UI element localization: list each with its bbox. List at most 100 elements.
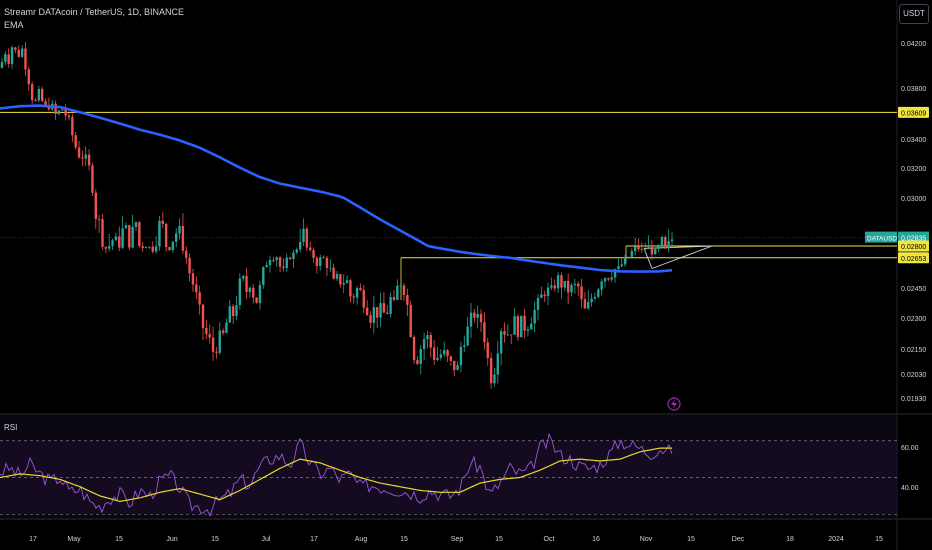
time-tick-label: Oct [544,536,555,543]
candle [124,222,128,229]
time-tick-label: Dec [732,536,745,543]
candle [262,266,265,289]
candle [553,279,556,292]
time-tick-label: 16 [592,536,600,543]
time-tick-label: May [67,536,81,543]
candle [365,300,369,317]
candle [161,211,164,228]
candle [664,235,667,250]
rsi-indicator-label[interactable]: RSI [4,423,18,432]
candle [252,284,255,304]
candle [312,247,315,263]
time-axis: 17 May 15 Jun 15 Jul 17 Aug 15 Sep 15 Oct 16 Nov 15 Dec… [29,536,883,543]
candle [402,283,406,301]
lightning-icon[interactable] [667,397,681,411]
candle [171,241,175,253]
candle [419,345,422,375]
candle [503,322,506,343]
candle [654,247,657,255]
candle [647,235,650,250]
candle [583,292,587,309]
ema-indicator-label[interactable]: EMA [4,20,24,30]
candle [489,352,493,389]
candle [426,330,429,349]
candle [158,215,161,251]
candle [386,305,389,315]
currency-button[interactable]: USDT [899,4,929,24]
candle [154,236,158,254]
price-tick-label: 0.02300 [901,316,926,323]
candle [54,100,57,120]
candle [590,293,593,307]
candle [459,341,463,373]
level-badge: 0.02653 [898,252,929,264]
price-tick-label: 0.04200 [901,41,926,48]
candle [412,335,416,365]
candle [453,360,456,376]
candle [131,214,134,249]
candle [466,317,469,347]
candle [359,283,362,292]
candle [623,254,627,267]
candle [278,256,282,273]
candle [91,162,94,196]
candle [108,233,111,252]
price-tick-label: 0.02450 [901,286,926,293]
candle [24,42,27,76]
candle [298,228,302,253]
time-tick-label: 15 [687,536,695,543]
candle [540,286,543,299]
time-tick-label: 15 [115,536,123,543]
svg-text:DATAUSDT: DATAUSDT [867,236,901,243]
candle [429,331,432,358]
candle [121,215,124,249]
time-tick-label: 18 [786,536,794,543]
candle [439,349,443,361]
candle [288,256,292,261]
candle [168,246,171,251]
price-tick-label: 0.01930 [901,396,926,403]
candle [141,242,144,252]
candle [335,271,339,282]
candle [144,246,148,249]
candle [195,276,198,299]
candle [94,189,97,229]
candle [84,146,87,167]
candle [469,303,473,339]
candle [556,272,560,294]
time-tick-label: Nov [640,536,653,543]
candle [235,296,238,320]
svg-text:0.02800: 0.02800 [901,244,926,251]
candle [633,237,637,256]
candle [657,243,660,253]
candle [637,238,640,252]
price-tick-label: 0.03800 [901,86,926,93]
candle [309,241,312,252]
candle [362,285,365,314]
price-tick-label: 0.02150 [901,347,926,354]
candle [41,86,44,103]
candle [382,292,386,313]
price-tick-label: 0.03000 [901,196,926,203]
candle [4,51,7,66]
candle [486,338,489,366]
candle [225,318,228,334]
candle [61,108,64,111]
candle [255,297,258,304]
candle [577,281,580,296]
candle [573,278,577,294]
time-tick-label: 17 [29,536,37,543]
candle [322,255,325,259]
candle [7,48,10,68]
candle [164,222,168,252]
candle [87,148,91,171]
candle [399,284,402,289]
candle [546,282,550,306]
candle [345,275,349,284]
candle [443,341,446,357]
candle [563,281,566,292]
candle [268,255,272,273]
candle [228,300,231,323]
candle [64,104,67,121]
